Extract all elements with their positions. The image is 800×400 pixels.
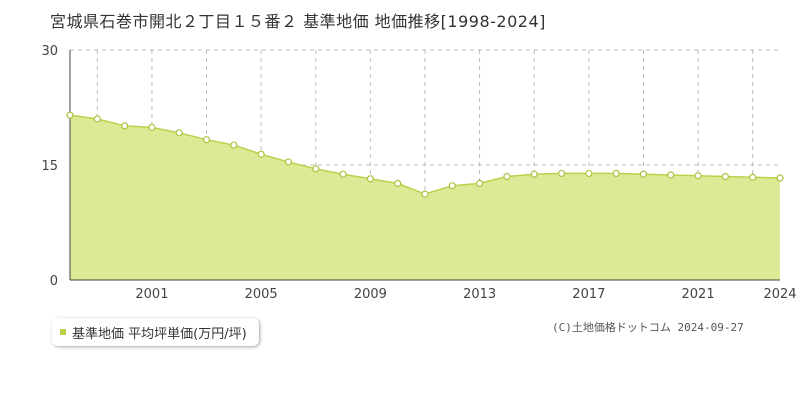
data-point [448,182,456,190]
data-markers [66,111,784,198]
legend: 基準地価 平均坪単価(万円/坪) [52,318,259,346]
data-point [667,171,675,179]
data-point [749,173,757,181]
y-tick-label: 0 [50,274,58,289]
x-tick-labels: 2001 2005 2009 2013 2017 2021 2024 [135,287,796,302]
axes [69,50,780,281]
data-point [202,136,211,144]
x-tick-label: 2017 [572,287,605,302]
data-point [93,115,101,123]
data-point [776,174,784,182]
data-point [366,175,374,183]
data-point [121,122,129,130]
data-point [421,190,429,198]
data-point [721,172,729,181]
y-tick-labels: 0 15 30 [41,44,58,289]
x-tick-label: 2005 [245,287,278,302]
data-point [66,111,74,119]
data-point [284,158,293,166]
data-point [585,169,593,178]
data-point [503,172,511,181]
data-point [694,172,702,180]
chart-title: 宮城県石巻市開北２丁目１５番２ 基準地価 地価推移[1998-2024] [50,12,546,31]
data-point [339,170,347,178]
x-tick-label: 2013 [463,287,496,302]
data-point [148,123,156,132]
legend-swatch [60,329,66,335]
x-tick-label: 2001 [135,287,168,302]
x-tick-label: 2009 [354,287,387,302]
data-point [639,170,648,178]
data-point [476,179,484,187]
data-point [530,170,538,178]
data-point [175,129,183,137]
data-point [394,179,402,187]
data-point [612,169,620,178]
x-tick-label: 2021 [682,287,715,302]
data-point [257,150,265,158]
x-tick-label: 2024 [763,287,796,302]
y-tick-label: 30 [41,44,58,59]
copyright-text: (C)土地価格ドットコム 2024-09-27 [552,321,744,334]
data-point [230,141,238,149]
data-point [312,165,320,173]
legend-label: 基準地価 平均坪単価(万円/坪) [72,326,247,342]
data-point [557,169,566,178]
y-tick-label: 15 [41,159,58,174]
